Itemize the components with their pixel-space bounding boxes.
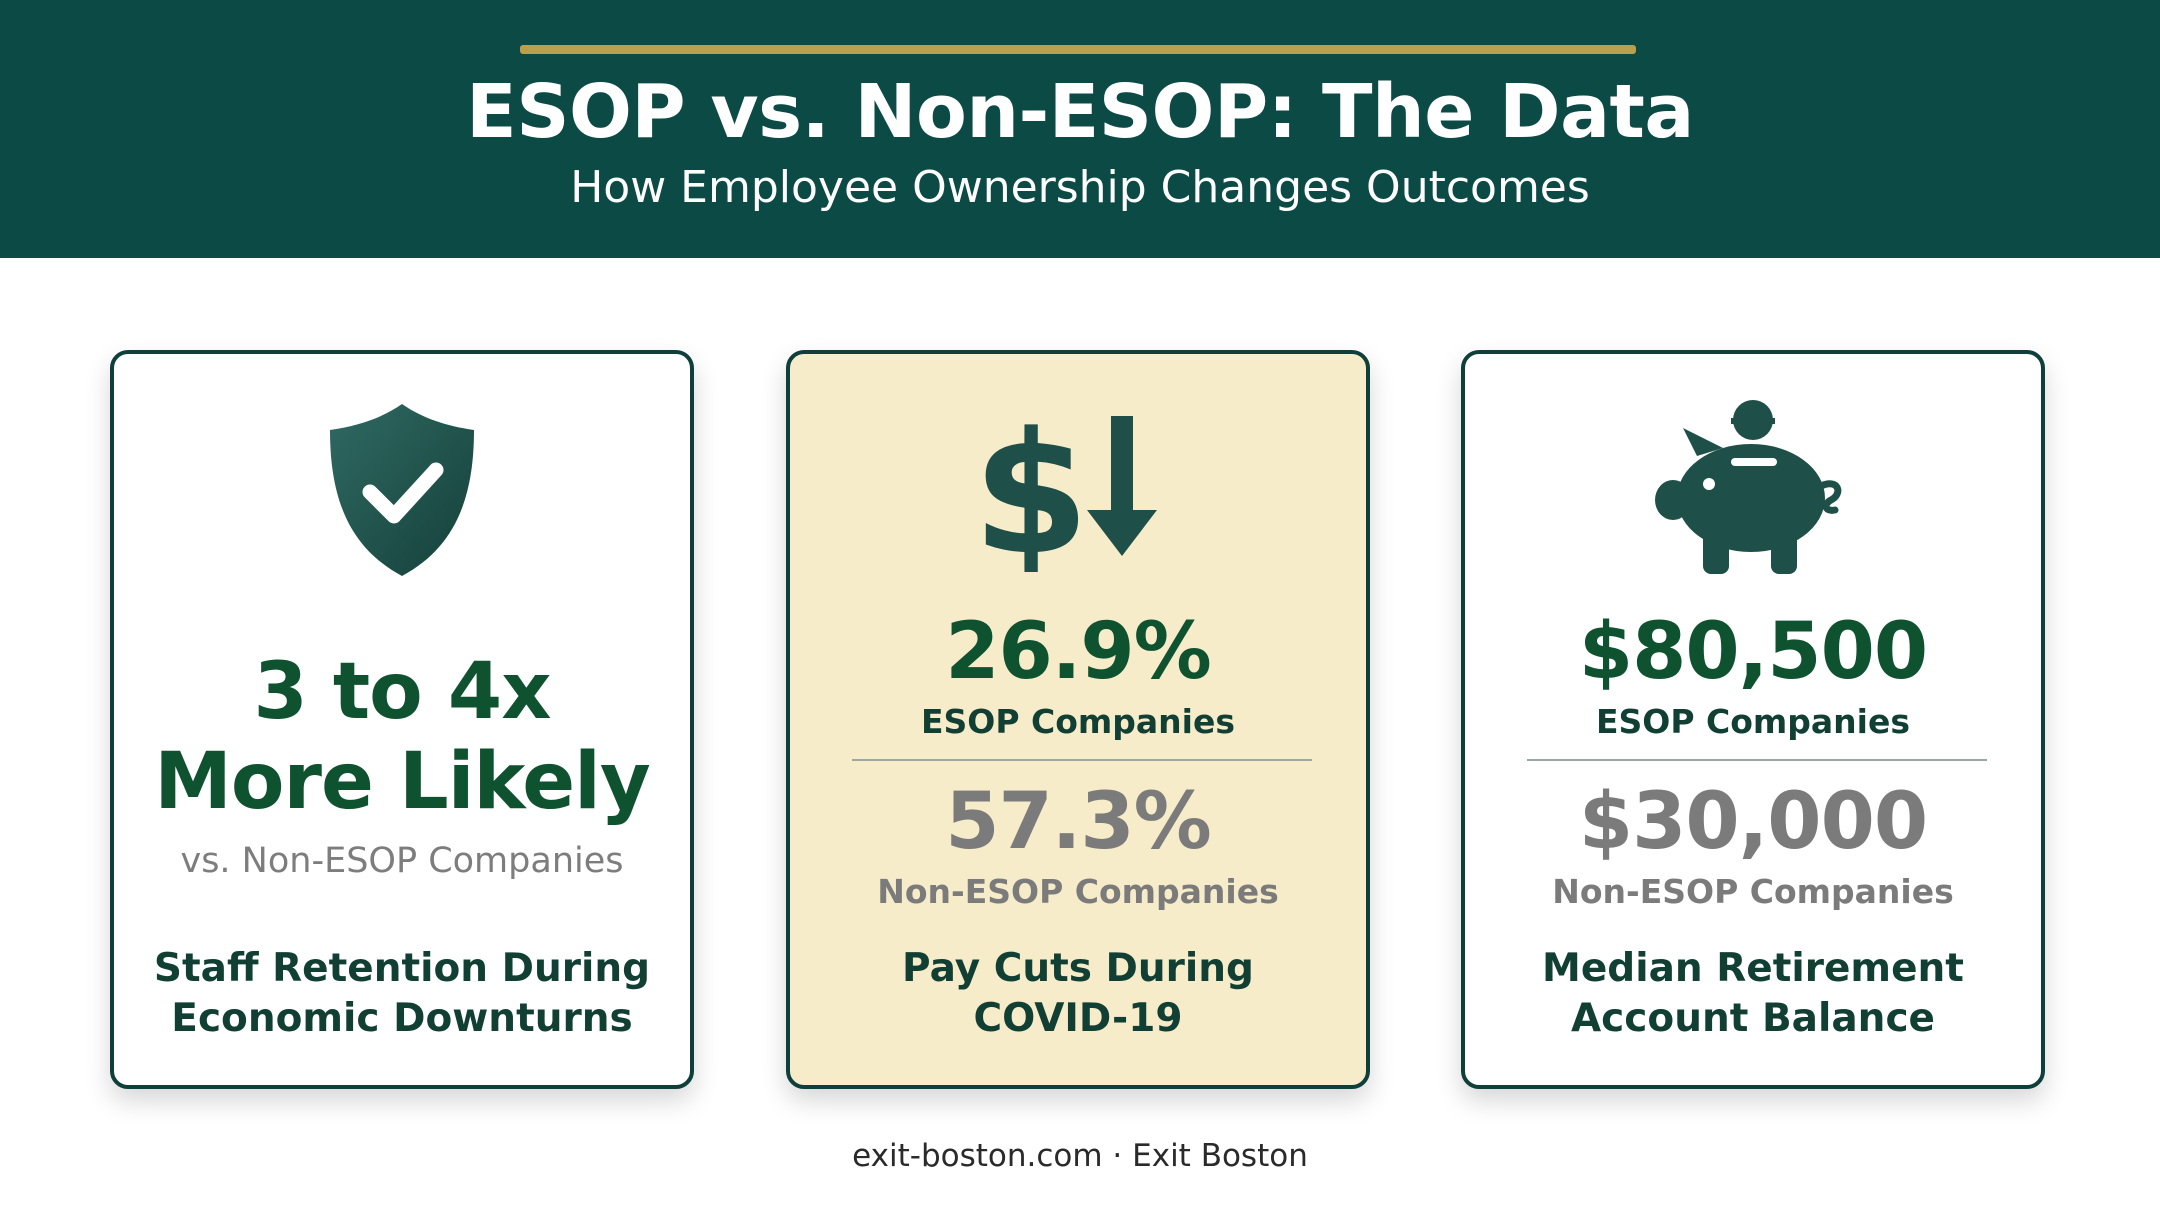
retention-card: 3 to 4x More Likely vs. Non-ESOP Compani… — [110, 350, 694, 1089]
retention-caption: Staff Retention During Economic Downturn… — [114, 944, 690, 1044]
retirement-caption-line2: Account Balance — [1570, 996, 1936, 1041]
retention-headline-line2: More Likely — [154, 737, 650, 827]
retirement-card: $80,500 ESOP Companies $30,000 Non-ESOP … — [1461, 350, 2045, 1089]
pay-cuts-esop-label: ESOP Companies — [920, 702, 1236, 741]
retirement-non-esop-label: Non-ESOP Companies — [1552, 872, 1954, 911]
retention-comparison: vs. Non-ESOP Companies — [180, 841, 624, 881]
retirement-caption: Median Retirement Account Balance — [1465, 944, 2041, 1044]
pay-cuts-non-esop-value: 57.3% — [945, 777, 1212, 867]
svg-text:$: $ — [983, 402, 1089, 572]
retention-caption-line2: Economic Downturns — [171, 996, 633, 1041]
retirement-esop-label: ESOP Companies — [1595, 702, 1911, 741]
piggy-bank-icon — [1465, 400, 2041, 580]
pay-cuts-caption-line2: COVID-19 — [973, 996, 1183, 1041]
retirement-divider — [1527, 759, 1987, 761]
dollar-down-arrow-icon: $ — [790, 402, 1366, 572]
shield-check-icon — [114, 400, 690, 580]
retirement-esop-value: $80,500 — [1578, 607, 1928, 697]
page-title: ESOP vs. Non-ESOP: The Data — [466, 69, 1694, 155]
retirement-caption-line1: Median Retirement — [1542, 946, 1964, 991]
footer-credit: exit-boston.com · Exit Boston — [852, 1138, 1308, 1174]
page-subtitle: How Employee Ownership Changes Outcomes — [570, 162, 1590, 213]
pay-cuts-non-esop-label: Non-ESOP Companies — [877, 872, 1279, 911]
pay-cuts-divider — [852, 759, 1312, 761]
retention-headline-line1: 3 to 4x — [253, 647, 551, 737]
retention-caption-line1: Staff Retention During — [153, 946, 651, 991]
header-accent-bar — [520, 45, 1636, 54]
pay-cuts-esop-value: 26.9% — [945, 607, 1212, 697]
pay-cuts-card: $ 26.9% ESOP Companies 57.3% Non-ESOP Co… — [786, 350, 1370, 1089]
pay-cuts-caption-line1: Pay Cuts During — [902, 946, 1254, 991]
header-banner: ESOP vs. Non-ESOP: The Data How Employee… — [0, 0, 2160, 258]
pay-cuts-caption: Pay Cuts During COVID-19 — [790, 944, 1366, 1044]
retirement-non-esop-value: $30,000 — [1578, 777, 1928, 867]
